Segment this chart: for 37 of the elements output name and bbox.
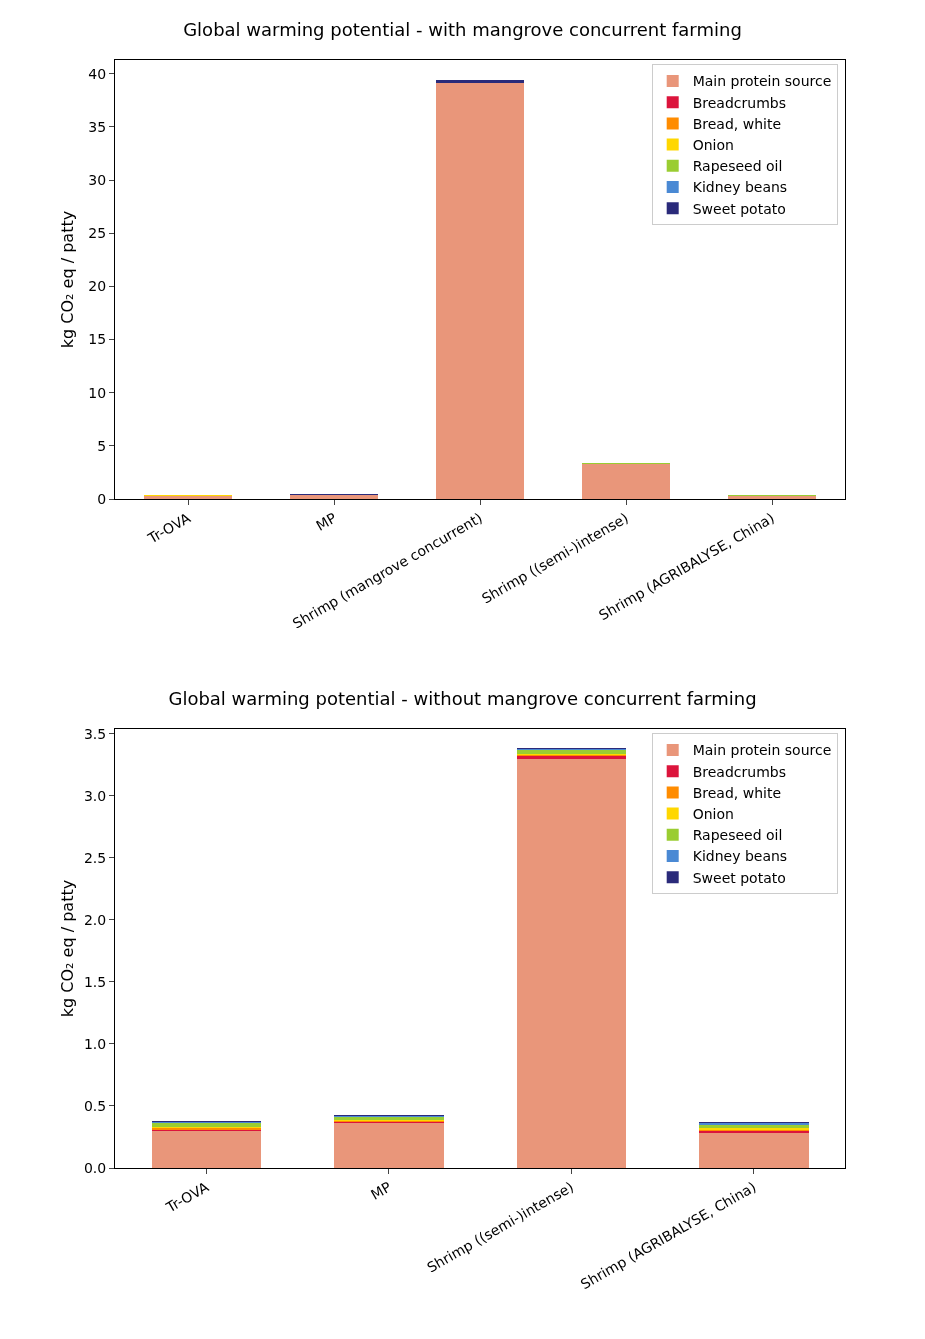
legend-label: Bread, white bbox=[692, 115, 782, 132]
y-tick-label: 10 bbox=[88, 384, 107, 401]
legend-label: Rapeseed oil bbox=[692, 158, 783, 175]
y-tick-label: 3.0 bbox=[83, 787, 107, 804]
y-tick-label: 0.0 bbox=[83, 1159, 107, 1176]
y-tick-label: 3.5 bbox=[83, 725, 107, 742]
y-tick-label: 40 bbox=[88, 65, 107, 82]
legend-label: Onion bbox=[692, 806, 734, 823]
legend-label: Kidney beans bbox=[692, 179, 788, 196]
legend-label: Breadcrumbs bbox=[692, 94, 786, 111]
y-tick-label: 2.5 bbox=[83, 849, 107, 866]
legend-label: Main protein source bbox=[692, 73, 832, 90]
y-tick-label: 0.5 bbox=[83, 1097, 107, 1114]
legend-label: Rapeseed oil bbox=[692, 827, 783, 844]
y-axis-title: kg CO₂ eq / patty bbox=[58, 210, 77, 349]
y-tick-label: 2.0 bbox=[83, 911, 107, 928]
y-tick-label: 25 bbox=[88, 225, 107, 242]
y-axis-title: kg CO₂ eq / patty bbox=[58, 879, 77, 1018]
legend-label: Onion bbox=[692, 137, 734, 154]
y-tick-label: 5 bbox=[97, 437, 107, 454]
legend-label: Sweet potato bbox=[692, 200, 786, 217]
x-tick-label: MP bbox=[313, 509, 339, 534]
y-tick-label: 1.0 bbox=[83, 1035, 107, 1052]
legend-label: Breadcrumbs bbox=[692, 763, 786, 780]
legend-label: Main protein source bbox=[692, 742, 832, 759]
y-tick-label: 0 bbox=[97, 490, 107, 507]
legend-label: Bread, white bbox=[692, 784, 782, 801]
y-tick-label: 30 bbox=[88, 172, 107, 189]
chart-title: Global warming potential - without mangrove concurrent farming bbox=[168, 688, 757, 710]
y-tick-label: 20 bbox=[88, 278, 107, 295]
y-tick-label: 15 bbox=[88, 331, 107, 348]
legend-label: Kidney beans bbox=[692, 848, 788, 865]
y-tick-label: 1.5 bbox=[83, 973, 107, 990]
y-tick-label: 35 bbox=[88, 118, 107, 135]
chart-title: Global warming potential - with mangrove concurrent farming bbox=[183, 19, 742, 41]
legend-label: Sweet potato bbox=[692, 869, 786, 886]
x-tick-label: MP bbox=[367, 1178, 394, 1203]
